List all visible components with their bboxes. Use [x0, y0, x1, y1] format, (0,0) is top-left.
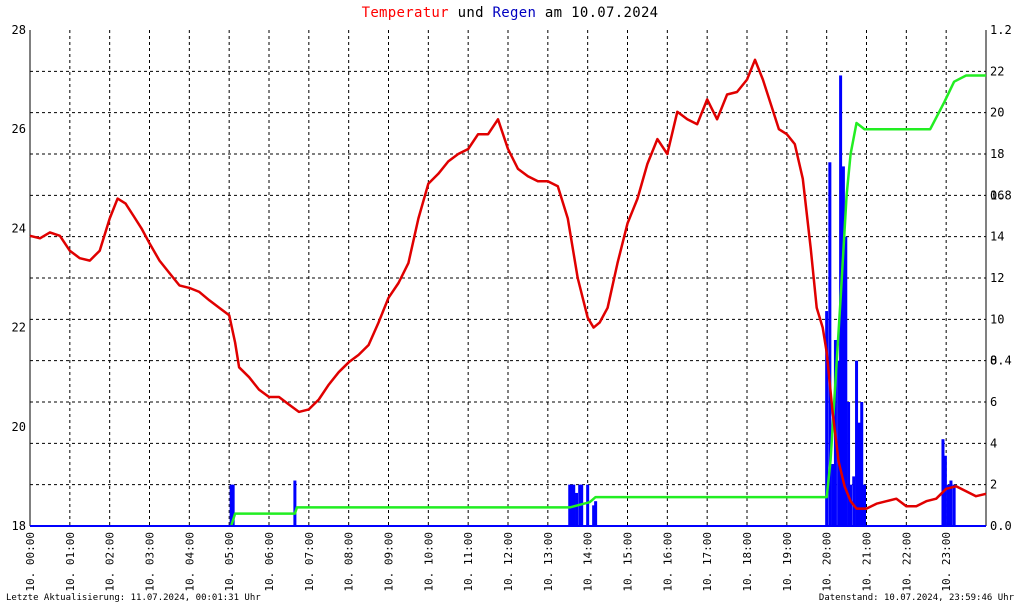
y-right-rate-tick-label: 0.8: [990, 188, 1012, 202]
x-tick-label: 10. 07:00: [303, 532, 316, 592]
y-right-total-tick-label: 10: [990, 312, 1004, 326]
title-temperature: Temperatur: [361, 5, 449, 21]
x-tick-label: 10. 02:00: [104, 532, 117, 592]
x-tick-label: 10. 20:00: [821, 532, 834, 592]
y-left-tick-label: 26: [12, 122, 26, 136]
rain-rate-bar: [229, 484, 233, 526]
y-left-tick-label: 20: [12, 420, 26, 434]
rain-rate-bar: [863, 484, 867, 526]
y-left-tick-label: 18: [12, 519, 26, 533]
x-tick-label: 10. 05:00: [223, 532, 236, 592]
x-tick-label: 10. 03:00: [144, 532, 157, 592]
x-tick-label: 10. 22:00: [900, 532, 913, 592]
y-right-total-tick-label: 22: [990, 64, 1004, 78]
rain-rate-bar: [844, 236, 848, 526]
rain-rate-bar: [949, 480, 953, 526]
rain-rate-bar: [852, 476, 856, 526]
x-tick-label: 10. 09:00: [383, 532, 396, 592]
y-right-rate-tick-label: 1.2: [990, 23, 1012, 37]
x-tick-label: 10. 10:00: [422, 532, 435, 592]
x-tick-label: 10. 12:00: [502, 532, 515, 592]
y-right-total-tick-label: 16: [990, 188, 1004, 202]
y-right-total-tick-label: 8: [990, 354, 997, 368]
y-left-tick-label: 28: [12, 23, 26, 37]
rain-rate-bar: [586, 484, 590, 526]
x-tick-label: 10. 11:00: [462, 532, 475, 592]
rain-rate-bar: [570, 484, 574, 526]
x-tick-label: 10. 01:00: [64, 532, 77, 592]
rain-rate-bar: [860, 402, 864, 526]
y-right-total-tick-label: 6: [990, 395, 997, 409]
rain-rate-bar: [575, 492, 579, 526]
title-date: am 10.07.2024: [536, 5, 659, 21]
rain-rate-bar: [594, 501, 598, 526]
y-right-total-tick-label: 20: [990, 106, 1004, 120]
rain-rate-bar: [825, 311, 829, 526]
rain-rate-bar: [293, 480, 297, 526]
rain-rate-bar: [857, 422, 861, 526]
chart-title: Temperatur und Regen am 10.07.2024: [0, 5, 1020, 21]
rain-rate-bar: [847, 402, 851, 526]
rain-rate-bar: [855, 360, 859, 526]
rain-rate-bar: [952, 484, 956, 526]
y-left-tick-label: 22: [12, 321, 26, 335]
title-rain: Regen: [492, 5, 537, 21]
rain-rate-bar: [837, 360, 841, 526]
rain-rate-bar: [849, 484, 853, 526]
x-tick-label: 10. 21:00: [861, 532, 874, 592]
x-tick-label: 10. 08:00: [343, 532, 356, 592]
rain-rate-bar: [828, 162, 832, 526]
footer-last-update: Letzte Aktualisierung: 11.07.2024, 00:01…: [6, 593, 261, 603]
y-right-total-tick-label: 2: [990, 478, 997, 492]
rain-rate-bar: [831, 464, 835, 526]
title-connector: und: [448, 5, 493, 21]
footer-data-status: Datenstand: 10.07.2024, 23:59:46 Uhr: [818, 593, 1014, 603]
y-right-total-tick-label: 14: [990, 230, 1004, 244]
x-tick-label: 10. 13:00: [542, 532, 555, 592]
x-tick-label: 10. 04:00: [183, 532, 196, 592]
series-temperature-line: [29, 58, 987, 510]
series-rain-total-line: [230, 74, 986, 527]
rain-rate-bar: [941, 439, 945, 526]
rain-rate-bar: [568, 484, 572, 526]
x-tick-label: 10. 14:00: [582, 532, 595, 592]
x-tick-label: 10. 18:00: [741, 532, 754, 592]
x-tick-label: 10. 23:00: [940, 532, 953, 592]
x-tick-label: 10. 19:00: [781, 532, 794, 592]
rain-rate-bar: [946, 484, 950, 526]
x-tick-label: 10. 16:00: [661, 532, 674, 592]
x-tick-label: 10. 00:00: [24, 532, 37, 592]
x-tick-label: 10. 17:00: [701, 532, 714, 592]
rain-rate-bar: [841, 166, 845, 526]
rain-rate-bar: [592, 505, 596, 526]
y-right-total-tick-label: 4: [990, 436, 997, 450]
y-right-total-tick-label: 12: [990, 271, 1004, 285]
rain-rate-bar: [231, 484, 235, 526]
y-right-rate-tick-label: 0.4: [990, 354, 1012, 368]
y-right-total-tick-label: 18: [990, 147, 1004, 161]
y-left-tick-label: 24: [12, 221, 26, 235]
y-right-rate-tick-label: 0.0: [990, 519, 1012, 533]
x-tick-label: 10. 15:00: [622, 532, 635, 592]
x-tick-label: 10. 06:00: [263, 532, 276, 592]
